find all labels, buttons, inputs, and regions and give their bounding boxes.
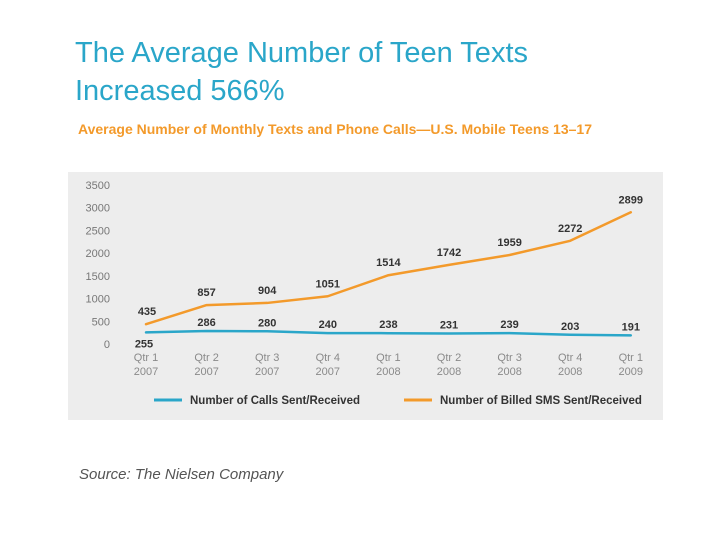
sms-data-label: 1959 — [497, 237, 521, 249]
sms-data-label: 435 — [138, 306, 156, 318]
page-title: The Average Number of Teen Texts Increas… — [75, 34, 528, 110]
x-tick-label: Qtr 4 — [558, 352, 582, 364]
legend-label-sms: Number of Billed SMS Sent/Received — [440, 395, 642, 407]
x-tick-label-year: 2007 — [134, 366, 158, 378]
sms-data-label: 2272 — [558, 223, 582, 235]
source-note: Source: The Nielsen Company — [79, 466, 284, 483]
x-tick-label: Qtr 3 — [497, 352, 521, 364]
y-tick-label: 3000 — [86, 203, 110, 215]
y-tick-label: 1000 — [86, 294, 110, 306]
x-tick-label: Qtr 1 — [134, 352, 158, 364]
x-tick-label: Qtr 4 — [316, 352, 340, 364]
calls-data-label: 286 — [197, 317, 215, 329]
x-tick-label-year: 2009 — [619, 366, 643, 378]
legend-label-calls: Number of Calls Sent/Received — [190, 395, 360, 407]
y-tick-label: 2500 — [86, 225, 110, 237]
x-tick-label-year: 2008 — [437, 366, 461, 378]
calls-data-label: 255 — [135, 338, 153, 350]
calls-data-label: 239 — [500, 319, 518, 331]
calls-data-label: 191 — [622, 321, 640, 333]
title-line-1: The Average Number of Teen Texts — [75, 37, 528, 69]
line-chart: 0 500 1000 1500 2000 2500 3000 3500 Qtr 1 2007 Qtr… — [86, 180, 644, 407]
x-tick-label: Qtr 1 — [619, 352, 643, 364]
x-tick-label: Qtr 2 — [437, 352, 461, 364]
x-tick-label: Qtr 1 — [376, 352, 400, 364]
x-tick-label-year: 2007 — [255, 366, 279, 378]
x-tick-label-year: 2008 — [558, 366, 582, 378]
sms-data-label: 1051 — [316, 278, 340, 290]
chart-panel: 0 500 1000 1500 2000 2500 3000 3500 Qtr 1 2007 Qtr… — [68, 172, 663, 420]
sms-series-line — [144, 211, 633, 326]
calls-data-label: 280 — [258, 317, 276, 329]
x-tick-label-year: 2008 — [497, 366, 521, 378]
calls-data-label: 240 — [319, 319, 337, 331]
y-tick-label: 3500 — [86, 180, 110, 192]
calls-series-line — [144, 329, 633, 337]
x-tick-label-year: 2007 — [316, 366, 340, 378]
sms-data-label: 1742 — [437, 247, 461, 259]
x-tick-label: Qtr 3 — [255, 352, 279, 364]
sms-data-label: 904 — [258, 285, 277, 297]
calls-data-label: 238 — [379, 319, 397, 331]
chart-title: Average Number of Monthly Texts and Phon… — [78, 121, 592, 137]
title-line-2: Increased 566% — [75, 75, 285, 107]
y-tick-label: 2000 — [86, 248, 110, 260]
sms-data-label: 857 — [197, 287, 215, 299]
sms-data-label: 2899 — [619, 194, 643, 206]
x-tick-label: Qtr 2 — [194, 352, 218, 364]
y-tick-label: 1500 — [86, 271, 110, 283]
calls-data-label: 203 — [561, 321, 579, 333]
x-tick-label-year: 2007 — [194, 366, 218, 378]
y-tick-label: 500 — [92, 316, 110, 328]
y-tick-label: 0 — [104, 339, 110, 351]
sms-data-label: 1514 — [376, 257, 401, 269]
calls-data-label: 231 — [440, 320, 458, 332]
x-tick-label-year: 2008 — [376, 366, 400, 378]
